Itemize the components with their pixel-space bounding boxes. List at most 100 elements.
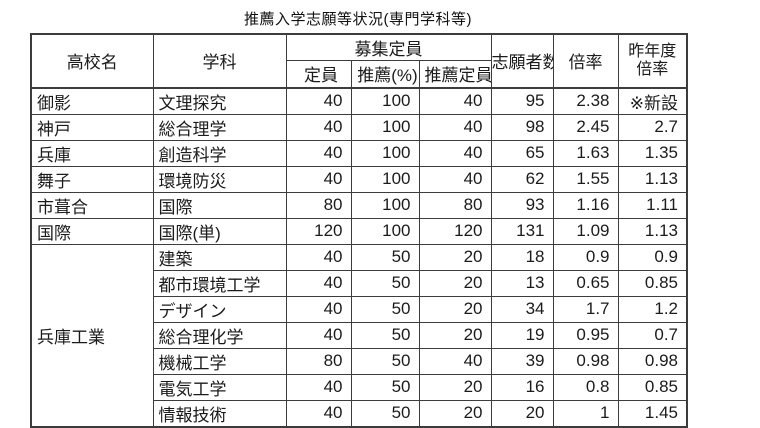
table-row: デザイン 40 50 20 34 1.7 1.2 <box>31 295 688 323</box>
ratio-cell: 1.55 <box>552 165 619 193</box>
capacity-cell: 40 <box>285 113 352 141</box>
recommend-capacity-cell: 20 <box>418 295 492 323</box>
applicants-cell: 65 <box>490 139 554 167</box>
recommend-pct-cell: 50 <box>350 347 420 375</box>
recommend-pct-cell: 100 <box>350 113 420 141</box>
header-school: 高校名 <box>30 33 154 89</box>
capacity-cell: 40 <box>285 373 352 401</box>
ratio-cell: 0.8 <box>552 373 619 401</box>
recommend-pct-cell: 50 <box>350 321 420 349</box>
last-year-ratio-cell: 0.85 <box>617 269 688 297</box>
table-row: 都市環境工学 40 50 20 13 0.65 0.85 <box>31 269 688 297</box>
header-ratio: 倍率 <box>552 33 619 89</box>
capacity-cell: 80 <box>285 191 352 219</box>
ratio-cell: 2.38 <box>552 87 619 115</box>
header-last-year-ratio: 昨年度 倍率 <box>617 33 688 89</box>
capacity-cell: 40 <box>285 399 352 427</box>
capacity-cell: 40 <box>285 139 352 167</box>
applicants-cell: 98 <box>490 113 554 141</box>
header-recommend-capacity: 推薦定員 <box>418 60 492 89</box>
ratio-cell: 0.65 <box>552 269 619 297</box>
page-title: 推薦入学志願等状況(専門学科等) <box>244 11 472 28</box>
school-cell: 神戸 <box>30 113 154 141</box>
ratio-cell: 0.98 <box>552 347 619 375</box>
table-row: 総合理化学 40 50 20 19 0.95 0.7 <box>31 321 688 349</box>
last-year-ratio-cell: 1.13 <box>617 165 688 193</box>
header-applicants: 志願者数 <box>490 33 554 89</box>
header-department: 学科 <box>152 33 287 89</box>
recommend-pct-cell: 100 <box>350 87 420 115</box>
recommend-capacity-cell: 40 <box>418 347 492 375</box>
department-cell: 総合理化学 <box>152 321 287 349</box>
recommend-capacity-cell: 20 <box>418 269 492 297</box>
school-cell: 兵庫 <box>30 139 154 167</box>
applicants-cell: 93 <box>490 191 554 219</box>
school-cell: 国際 <box>30 217 154 245</box>
recommend-capacity-cell: 40 <box>418 139 492 167</box>
admissions-table: 高校名 学科 募集定員 志願者数 倍率 昨年度 倍率 定員 推薦(%) 推薦定員… <box>30 33 688 428</box>
table-row: 電気工学 40 50 20 16 0.8 0.85 <box>31 373 688 401</box>
header-recruitment-group: 募集定員 <box>285 33 492 61</box>
table-row: 舞子 環境防災 40 100 40 62 1.55 1.13 <box>30 165 688 193</box>
capacity-cell: 40 <box>285 295 352 323</box>
capacity-cell: 120 <box>285 217 352 245</box>
header-recommend-pct: 推薦(%) <box>350 60 420 89</box>
last-year-ratio-cell: 1.45 <box>617 399 688 427</box>
table-row: 兵庫工業 建築 40 50 20 18 0.9 0.9 <box>30 243 688 427</box>
recommend-pct-cell: 100 <box>350 217 420 245</box>
last-year-ratio-cell: 2.7 <box>617 113 688 141</box>
recommend-pct-cell: 100 <box>350 139 420 167</box>
department-cell: 機械工学 <box>152 347 287 375</box>
recommend-pct-cell: 50 <box>350 295 420 323</box>
ratio-cell: 1 <box>552 399 619 427</box>
recommend-capacity-cell: 40 <box>418 113 492 141</box>
department-cell: 情報技術 <box>152 399 287 427</box>
capacity-cell: 80 <box>285 347 352 375</box>
department-cell: 国際(単) <box>152 217 287 245</box>
last-year-ratio-cell: 1.2 <box>617 295 688 323</box>
last-year-ratio-cell: 0.7 <box>617 321 688 349</box>
recommend-pct-cell: 100 <box>350 191 420 219</box>
recommend-capacity-cell: 20 <box>418 321 492 349</box>
department-cell: デザイン <box>152 295 287 323</box>
applicants-cell: 19 <box>490 321 554 349</box>
department-cell: 国際 <box>152 191 287 219</box>
table-row: 機械工学 80 50 40 39 0.98 0.98 <box>31 347 688 375</box>
recommend-capacity-cell: 20 <box>418 399 492 427</box>
recommend-capacity-cell: 80 <box>418 191 492 219</box>
recommend-pct-cell: 50 <box>350 399 420 427</box>
applicants-cell: 20 <box>490 399 554 427</box>
recommend-capacity-cell: 20 <box>418 243 492 271</box>
school-cell: 兵庫工業 <box>30 243 154 427</box>
recommend-capacity-cell: 120 <box>418 217 492 245</box>
department-cell: 建築 <box>152 243 287 271</box>
department-cell: 環境防災 <box>152 165 287 193</box>
school-cell: 舞子 <box>30 165 154 193</box>
table-row: 神戸 総合理学 40 100 40 98 2.45 2.7 <box>30 113 688 141</box>
recommend-capacity-cell: 40 <box>418 165 492 193</box>
capacity-cell: 40 <box>285 165 352 193</box>
ratio-cell: 1.63 <box>552 139 619 167</box>
ratio-cell: 1.09 <box>552 217 619 245</box>
applicants-cell: 131 <box>490 217 554 245</box>
ratio-cell: 1.16 <box>552 191 619 219</box>
table-row: 市葺合 国際 80 100 80 93 1.16 1.11 <box>30 191 688 219</box>
capacity-cell: 40 <box>285 243 352 271</box>
table-body: 御影 文理探究 40 100 40 95 2.38 ※新設 神戸 総合理学 40… <box>30 87 688 427</box>
applicants-cell: 62 <box>490 165 554 193</box>
department-cell: 文理探究 <box>152 87 287 115</box>
ratio-cell: 1.7 <box>552 295 619 323</box>
capacity-cell: 40 <box>285 269 352 297</box>
department-cell: 創造科学 <box>152 139 287 167</box>
table-header: 高校名 学科 募集定員 志願者数 倍率 昨年度 倍率 定員 推薦(%) 推薦定員 <box>30 33 688 89</box>
last-year-ratio-cell: 1.11 <box>617 191 688 219</box>
last-year-ratio-cell: 0.98 <box>617 347 688 375</box>
last-year-ratio-cell: ※新設 <box>617 87 688 115</box>
school-cell: 市葺合 <box>30 191 154 219</box>
ratio-cell: 2.45 <box>552 113 619 141</box>
recommend-pct-cell: 50 <box>350 269 420 297</box>
table-row: 国際 国際(単) 120 100 120 131 1.09 1.13 <box>30 217 688 245</box>
table-row: 兵庫 創造科学 40 100 40 65 1.63 1.35 <box>30 139 688 167</box>
header-capacity: 定員 <box>285 60 352 89</box>
recommend-capacity-cell: 40 <box>418 87 492 115</box>
